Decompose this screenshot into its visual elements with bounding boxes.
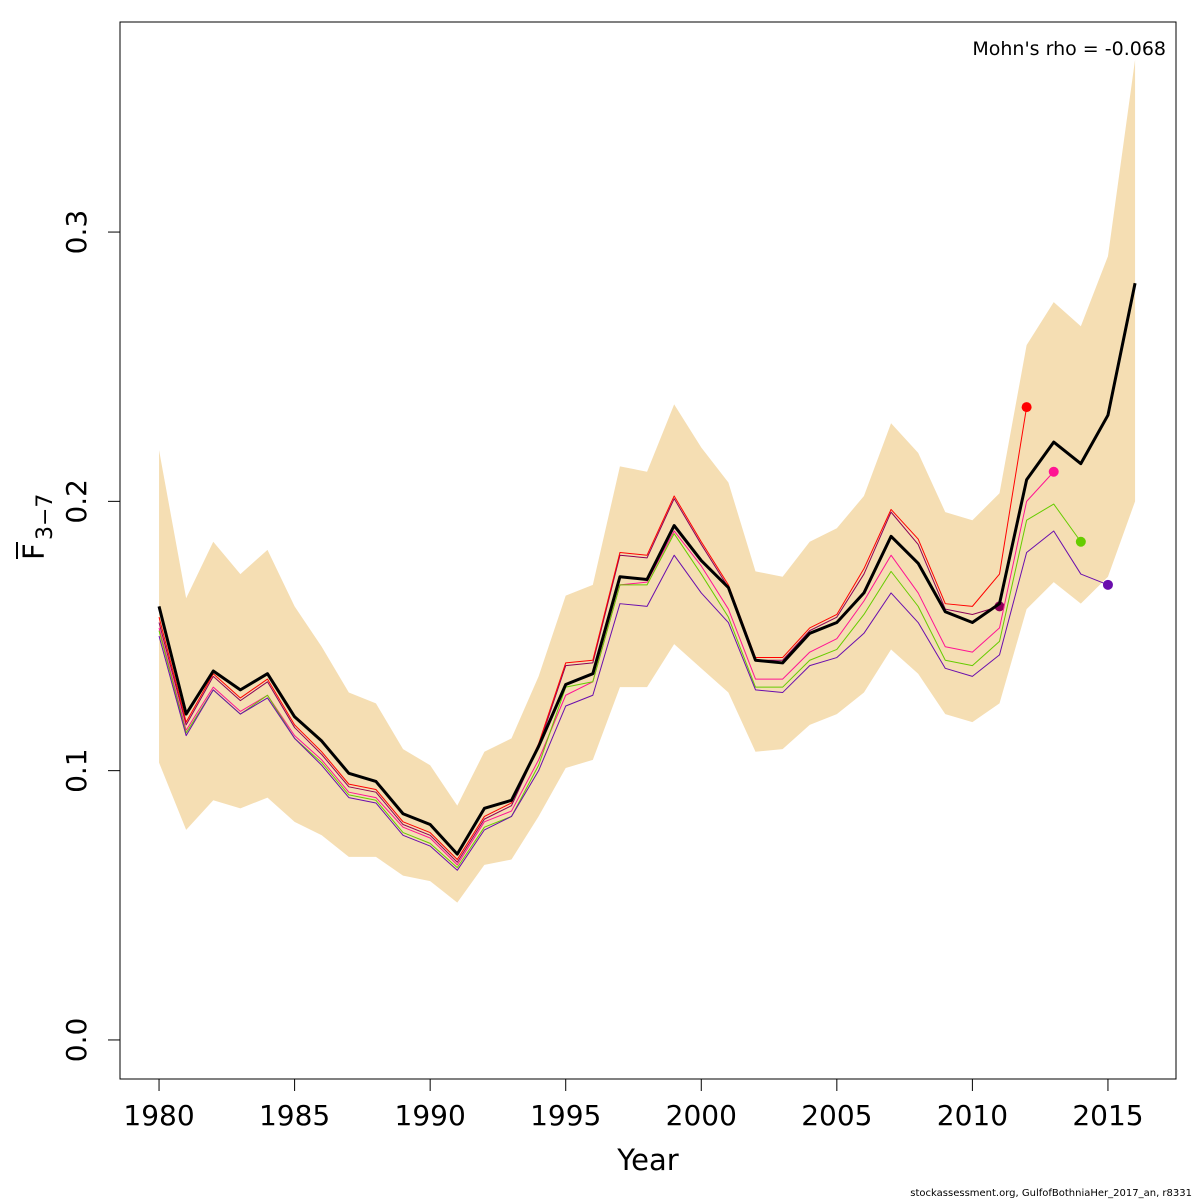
confidence-band-group <box>159 59 1136 903</box>
x-axis-label: Year <box>616 1143 678 1177</box>
x-tick-label: 2015 <box>1072 1099 1143 1132</box>
line <box>158 530 1109 871</box>
x-tick-label: 2000 <box>666 1099 737 1132</box>
y-tick-label: 0.2 <box>60 479 93 524</box>
x-tick-label: 2005 <box>801 1099 872 1132</box>
y-axis-label-subscript: 3−7 <box>33 494 58 540</box>
annotation: Mohn's rho = -0.068 <box>972 38 1166 60</box>
x-tick-label: 2010 <box>937 1099 1008 1132</box>
confidence-band <box>159 59 1136 903</box>
footer: stockassessment.org, GulfofBothniaHer_20… <box>910 1188 1192 1199</box>
line <box>158 503 1082 869</box>
y-tick-label: 0.3 <box>60 210 93 255</box>
line <box>158 407 1028 861</box>
x-tick-label: 1995 <box>530 1099 601 1132</box>
y-tick-label: 0.0 <box>60 1018 93 1063</box>
endpoint-dot <box>1021 402 1032 413</box>
y-axis-label-main: F <box>17 543 51 560</box>
y-axis-label: F 3−7 <box>16 494 58 560</box>
x-tick-label: 1980 <box>123 1099 194 1132</box>
x-tick-label: 1985 <box>259 1099 330 1132</box>
endpoint-dot <box>1075 536 1086 547</box>
x-tick-label: 1990 <box>395 1099 466 1132</box>
line <box>157 282 1137 856</box>
line <box>158 498 1000 863</box>
endpoint-dot <box>1048 466 1059 477</box>
y-tick-label: 0.1 <box>60 748 93 793</box>
endpoint-dot <box>1102 579 1113 590</box>
plot-frame <box>119 21 1177 1080</box>
